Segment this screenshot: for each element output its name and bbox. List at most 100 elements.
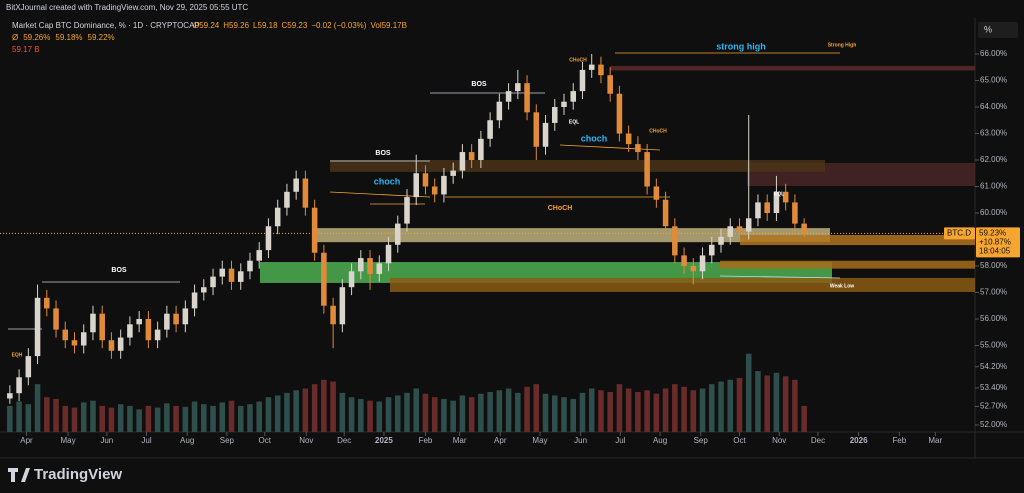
y-tick-label: 64.00%	[980, 102, 1007, 111]
price-tag-change: +10.87%	[979, 238, 1011, 247]
candle-body	[321, 252, 327, 306]
y-tick-label: 53.40%	[980, 383, 1007, 392]
volume-bar	[468, 397, 475, 432]
annotation: choch	[374, 176, 401, 186]
ohlc-value: H59.26	[223, 21, 249, 30]
candle-body	[422, 173, 429, 187]
candle-body	[515, 83, 521, 92]
volume-bar	[672, 384, 678, 432]
indicator-value: 59.22%	[88, 33, 115, 42]
zone	[260, 262, 832, 283]
volume-bar	[727, 379, 734, 432]
volume-bar	[136, 409, 142, 432]
candle-body	[616, 93, 623, 134]
candle-body	[413, 173, 419, 198]
zone	[330, 160, 825, 172]
candle-body	[274, 207, 281, 227]
volume-bar	[496, 390, 503, 432]
volume-bar	[376, 401, 383, 432]
x-tick-label: Feb	[892, 436, 906, 445]
candle-body	[431, 186, 438, 195]
volume-bar	[570, 398, 577, 432]
indicator-value: 59.18%	[55, 33, 82, 42]
candle-body	[450, 170, 456, 176]
volume-bar	[588, 388, 595, 432]
annotation: CHoCH	[569, 57, 587, 63]
volume-bar	[792, 379, 798, 432]
volume-bar	[154, 407, 161, 432]
candle-body	[173, 313, 179, 325]
candle-body	[247, 260, 253, 272]
volume-bar	[311, 384, 318, 432]
volume-bar	[385, 397, 392, 432]
candle-body	[662, 199, 669, 227]
y-tick-label: 61.00%	[980, 182, 1007, 191]
x-tick-label: Mar	[453, 436, 467, 445]
candle-body	[764, 202, 770, 213]
candle-body	[99, 313, 105, 341]
volume-bar	[681, 386, 687, 432]
candle-body	[284, 191, 290, 208]
candle-body	[690, 266, 697, 272]
candle-body	[635, 144, 641, 153]
y-tick-label: 52.00%	[980, 420, 1007, 429]
annotation: EQL	[569, 119, 579, 125]
candle-body	[736, 226, 743, 232]
volume-bar	[99, 405, 105, 432]
candle-body	[25, 356, 32, 378]
candle-body	[385, 244, 392, 264]
x-tick-label: Aug	[653, 436, 667, 445]
volume-bar	[662, 388, 669, 432]
annotation: choch	[581, 133, 608, 143]
volume-bar	[25, 404, 32, 432]
annotation: BOS	[471, 81, 487, 88]
candle-body	[718, 236, 724, 245]
volume-bar	[607, 391, 613, 432]
candle-body	[782, 191, 789, 203]
volume-bar	[625, 388, 632, 432]
brand: TradingView	[34, 466, 122, 483]
x-tick-label: Mar	[928, 436, 942, 445]
candle-body	[551, 107, 558, 123]
y-tick-label: 58.00%	[980, 261, 1007, 270]
volume-bar	[358, 398, 364, 432]
volume-bar	[265, 397, 272, 432]
x-tick-label: Jul	[615, 436, 625, 445]
unit-label[interactable]: %	[984, 24, 992, 34]
volume-bar	[764, 375, 770, 432]
candle-body	[468, 152, 475, 160]
candle-body	[330, 305, 336, 325]
volume-bar	[394, 395, 401, 432]
zone	[720, 260, 975, 269]
candle-body	[34, 297, 41, 357]
y-tick-label: 56.00%	[980, 314, 1007, 323]
y-tick-label: 57.00%	[980, 288, 1007, 297]
annotation: EQH	[12, 352, 23, 358]
candle-body	[533, 112, 540, 147]
x-tick-label: Jun	[100, 436, 113, 445]
ohlc-value: −0.02 (−0.03%)	[311, 21, 366, 30]
candle-body	[358, 258, 364, 272]
candle-body	[653, 186, 660, 200]
x-tick-label: 2026	[850, 436, 868, 445]
candle-body	[80, 332, 87, 346]
volume-bar	[515, 392, 521, 432]
x-tick-label: Apr	[20, 436, 33, 445]
indicator-value: Ø	[12, 33, 18, 42]
price-tag-box	[976, 227, 1020, 258]
volume-bar	[616, 384, 623, 432]
annotation: BOS	[111, 267, 127, 274]
volume-bar	[431, 397, 438, 432]
x-tick-label: 2025	[375, 436, 393, 445]
candle-body	[265, 226, 272, 251]
unit-button[interactable]	[978, 22, 1018, 38]
y-tick-label: 55.00%	[980, 341, 1007, 350]
candle-body	[727, 226, 734, 237]
ohlc-value: Vol59.17B	[370, 21, 406, 30]
candle-body	[376, 263, 383, 274]
candle-body	[302, 178, 309, 208]
volume-bar	[145, 405, 152, 432]
annotation: Weak Low	[830, 283, 854, 289]
candle-body	[311, 207, 318, 253]
